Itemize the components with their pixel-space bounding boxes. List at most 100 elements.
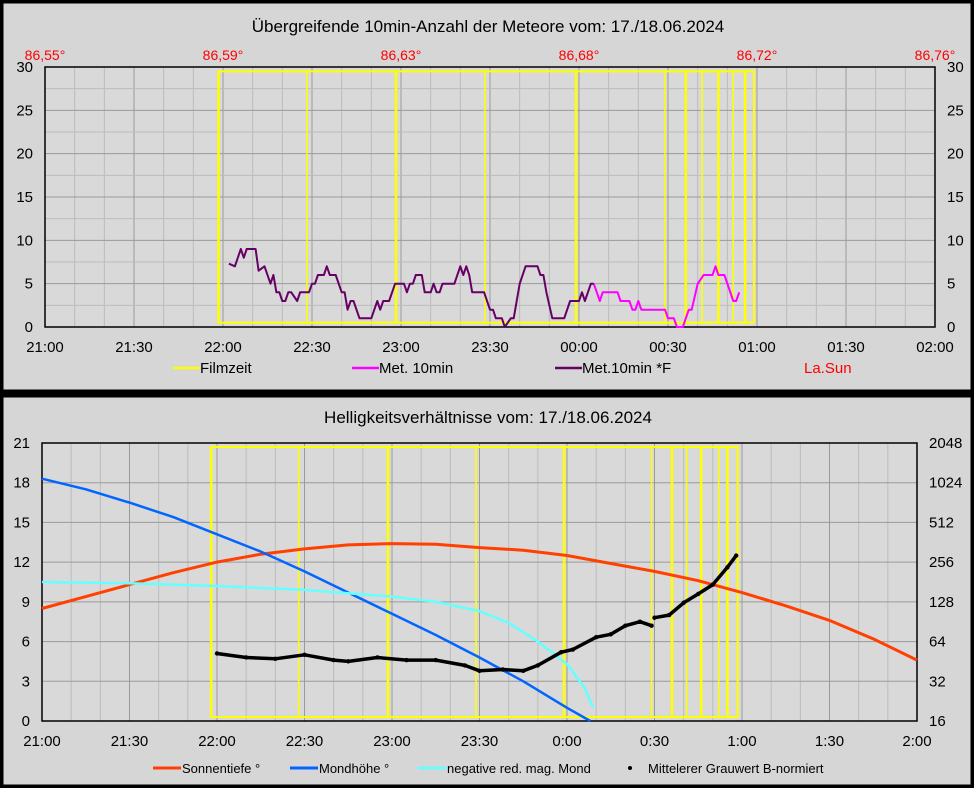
grauwert-point xyxy=(710,582,716,587)
y-tick-label: 15 xyxy=(16,189,33,206)
grauwert-point xyxy=(666,612,672,618)
x-tick-label: 0:00 xyxy=(552,733,581,750)
legend-label: Mittelerer Grauwert B-normiert xyxy=(648,761,824,776)
x-tick-label: 01:30 xyxy=(827,339,865,356)
legend-label: negative red. mag. Mond xyxy=(447,761,591,776)
top-tick-label: 86,72° xyxy=(737,47,778,63)
series-met-10min-f xyxy=(228,248,594,328)
legend-label: La.Sun xyxy=(804,360,852,377)
series-mondhoehe xyxy=(41,477,591,723)
y-tick-label: 3 xyxy=(22,673,30,690)
grauwert-point xyxy=(477,668,482,674)
x-tick-label: 23:30 xyxy=(471,339,509,356)
grauwert-point xyxy=(608,632,613,637)
y-right-tick-label: 20 xyxy=(947,146,964,163)
x-tick-label: 22:00 xyxy=(204,339,242,356)
grauwert-point xyxy=(375,655,380,660)
top-tick-label: 86,68° xyxy=(559,47,600,63)
top-tick-label: 86,63° xyxy=(381,47,422,63)
chart2: 21:00 21:30 22:00 22:30 23:00 23:30 0:00 0:30 1:… xyxy=(13,435,962,776)
grauwert-point xyxy=(404,657,409,663)
y-tick-label: 21 xyxy=(13,435,30,452)
series-sonnentiefe xyxy=(41,542,918,662)
x-tick-label: 21:30 xyxy=(111,733,149,750)
y-tick-label: 12 xyxy=(13,554,30,571)
y-tick-label: 25 xyxy=(16,102,33,119)
grauwert-point xyxy=(433,657,438,663)
legend-label: Sonnentiefe ° xyxy=(182,761,260,776)
grauwert-point xyxy=(623,623,628,628)
y-right-tick-label: 0 xyxy=(947,319,955,336)
y-right-tick-label: 15 xyxy=(947,189,964,206)
grauwert-point xyxy=(593,634,599,640)
y-right-tick-label: 512 xyxy=(929,514,954,531)
x-tick-label: 21:30 xyxy=(115,339,153,356)
grauwert-point xyxy=(346,659,351,664)
legend-label: Met.10min *F xyxy=(582,360,671,377)
y-tick-label: 0 xyxy=(25,319,33,336)
top-tick-label: 86,55° xyxy=(25,47,66,63)
legend-label: Filmzeit xyxy=(200,360,252,377)
x-tick-label: 22:00 xyxy=(198,733,236,750)
x-tick-label: 22:30 xyxy=(286,733,324,750)
y-right-tick-label: 256 xyxy=(929,554,954,571)
grauwert-point xyxy=(652,615,657,620)
chart1: 21:00 21:30 22:00 22:30 23:00 23:30 00:00 00:30… xyxy=(16,47,963,377)
x-tick-label: 1:30 xyxy=(815,733,844,750)
top-tick-label: 86,59° xyxy=(203,47,244,63)
y-tick-label: 18 xyxy=(13,475,30,492)
y-tick-label: 5 xyxy=(25,276,33,293)
y-right-tick-label: 30 xyxy=(947,59,964,76)
grauwert-point xyxy=(462,663,468,668)
x-tick-label: 0:30 xyxy=(640,733,669,750)
legend-label: Met. 10min xyxy=(379,360,453,377)
y-right-tick-label: 1024 xyxy=(929,475,962,492)
grauwert-point xyxy=(273,656,278,661)
y-right-tick-label: 128 xyxy=(929,594,954,611)
x-tick-label: 21:00 xyxy=(26,339,64,356)
plot-border xyxy=(44,66,936,328)
chart2-title: Helligkeitsverhältnisse vom: 17./18.06.2… xyxy=(324,408,652,427)
grauwert-point xyxy=(649,623,654,628)
grauwert-point xyxy=(243,655,249,660)
y-tick-label: 0 xyxy=(22,713,30,730)
x-tick-label: 00:00 xyxy=(560,339,598,356)
grauwert-point xyxy=(696,591,701,597)
legend-swatch xyxy=(628,766,632,770)
grauwert-point xyxy=(521,668,526,674)
grauwert-point xyxy=(500,667,506,672)
x-tick-label: 22:30 xyxy=(293,339,331,356)
y-right-tick-label: 64 xyxy=(929,634,946,651)
grauwert-point xyxy=(302,652,307,658)
series-met-10min xyxy=(592,265,741,328)
y-tick-label: 6 xyxy=(22,634,30,651)
x-tick-label: 21:00 xyxy=(23,733,61,750)
y-right-tick-label: 5 xyxy=(947,276,955,293)
x-tick-label: 01:00 xyxy=(738,339,776,356)
y-right-tick-label: 32 xyxy=(929,673,946,690)
y-right-tick-label: 2048 xyxy=(929,435,962,452)
y-tick-label: 15 xyxy=(13,514,30,531)
top-tick-label: 86,76° xyxy=(915,47,956,63)
y-right-tick-label: 25 xyxy=(947,102,964,119)
y-tick-label: 10 xyxy=(16,232,33,249)
grauwert-point xyxy=(558,649,564,655)
series-neg-mag-mond xyxy=(41,580,595,709)
grauwert-point xyxy=(214,651,220,656)
x-tick-label: 2:00 xyxy=(902,733,931,750)
x-tick-label: 00:30 xyxy=(649,339,687,356)
x-tick-label: 02:00 xyxy=(916,339,954,356)
legend-label: Mondhöhe ° xyxy=(319,761,389,776)
grauwert-point xyxy=(733,553,739,558)
x-tick-label: 23:00 xyxy=(373,733,411,750)
chart1-title: Übergreifende 10min-Anzahl der Meteore v… xyxy=(252,17,725,36)
y-tick-label: 9 xyxy=(22,594,30,611)
grauwert-point xyxy=(570,647,576,652)
y-tick-label: 20 xyxy=(16,146,33,163)
y-tick-label: 30 xyxy=(16,59,33,76)
x-tick-label: 23:30 xyxy=(461,733,499,750)
x-tick-label: 1:00 xyxy=(727,733,756,750)
grauwert-point xyxy=(535,663,541,668)
x-tick-label: 23:00 xyxy=(382,339,420,356)
